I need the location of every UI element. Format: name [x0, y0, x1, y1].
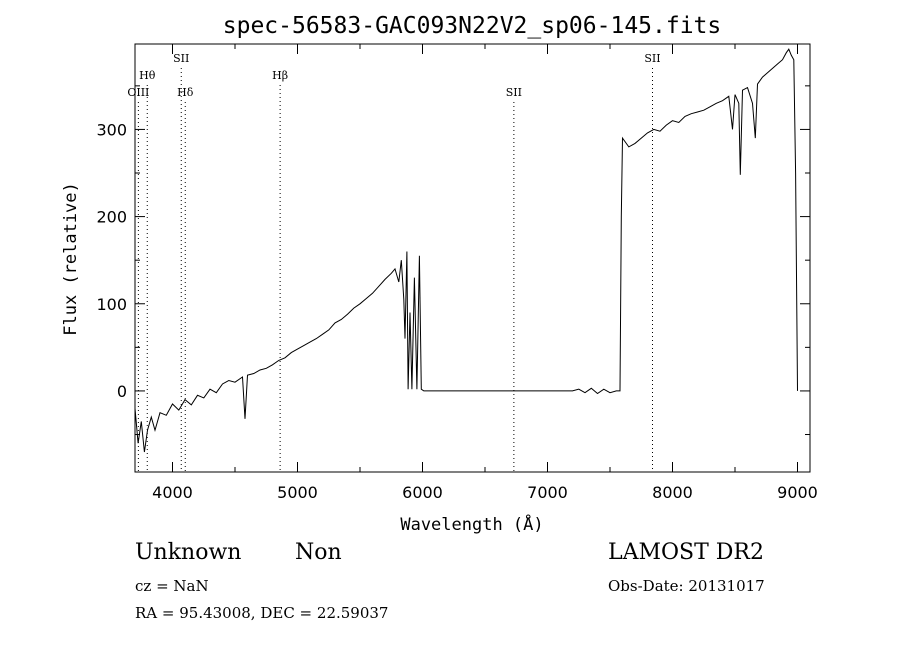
spectral-line-label: Hβ	[272, 69, 288, 82]
chart-title: spec-56583-GAC093N22V2_sp06-145.fits	[223, 13, 722, 39]
y-tick-label: 0	[117, 382, 127, 401]
x-tick-label: 8000	[652, 483, 693, 502]
spectral-line-label: SII	[506, 86, 522, 99]
y-tick-label: 100	[96, 295, 127, 314]
y-axis-label: Flux (relative)	[61, 182, 81, 336]
y-tick-label: 300	[96, 120, 127, 139]
coordinates: RA = 95.43008, DEC = 22.59037	[135, 604, 389, 622]
survey-label: LAMOST DR2	[608, 540, 764, 565]
spectral-line-label: OIII	[127, 86, 149, 99]
spectral-line-label: Hθ	[139, 69, 156, 82]
class-label: Unknown	[135, 540, 242, 565]
spectral-line-label: SII	[644, 52, 660, 65]
x-tick-label: 4000	[152, 483, 193, 502]
y-tick-label: 200	[96, 208, 127, 227]
spectrum-line	[134, 48, 798, 453]
x-axis-label: Wavelength (Å)	[400, 513, 543, 535]
obs-date: Obs-Date: 20131017	[608, 577, 765, 595]
cz-value: cz = NaN	[135, 577, 209, 595]
x-tick-label: 5000	[277, 483, 318, 502]
x-tick-label: 7000	[527, 483, 568, 502]
x-tick-label: 9000	[777, 483, 818, 502]
x-tick-label: 6000	[402, 483, 443, 502]
spectral-line-label: Hδ	[177, 86, 194, 99]
spectral-line-label: SII	[173, 52, 189, 65]
subclass-label: Non	[295, 540, 342, 565]
plot-frame	[134, 43, 811, 473]
